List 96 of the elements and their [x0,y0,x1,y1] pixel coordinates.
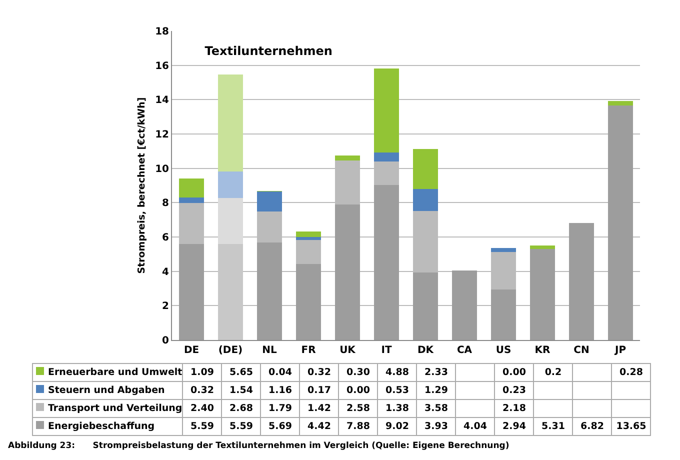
data-label: 2.58 [338,400,378,418]
bar [218,74,244,172]
bar [490,290,516,340]
legend-label: Erneuerbare und Umwelt [48,367,182,378]
bar [608,106,634,340]
bar [296,231,322,237]
y-tick-label: 2 [162,301,170,312]
y-axis-title: Strompreis, berechnet [€ct/kWh] [136,97,148,274]
bar [178,197,204,203]
data-label: 0.04 [260,364,300,382]
bar [568,222,594,340]
data-label: 0.32 [300,364,339,382]
text: Abbildung 23: Strompreisbelastung der Textilunternehmen im Vergleich (Quelle: Eigene Berechnung) [8,441,510,451]
bar [608,100,634,106]
bar [374,152,400,162]
data-label: 0.32 [182,382,222,400]
data-label: 1.42 [300,400,339,418]
x-tick-label: NL [262,345,278,356]
bar [490,248,516,252]
data-label: 4.42 [300,418,339,436]
data-label: 3.93 [416,418,456,436]
data-label: 3.58 [416,400,456,418]
x-tick-label: DE [184,345,200,356]
bar [296,240,322,264]
bar [334,155,360,160]
data-label: 5.69 [260,418,300,436]
data-label: 4.88 [378,364,417,382]
data-label: 1.16 [260,382,300,400]
legend-label: Energiebeschaffung [48,421,155,432]
data-label: 5.59 [222,418,261,436]
bar [530,248,556,340]
y-tick-label: 8 [162,198,170,210]
y-tick-label: 18 [155,26,170,38]
bar [256,242,282,340]
data-label: 1.79 [260,400,300,418]
x-tick-label: IT [381,345,392,356]
x-tick-label: KR [534,345,551,356]
bar [178,244,204,340]
y-tick-label: 14 [155,95,170,106]
data-label: 5.59 [182,418,222,436]
bar [296,264,322,340]
x-tick-label: UK [340,345,357,356]
data-label: 13.65 [612,418,651,436]
bar [334,204,360,340]
x-tick-label: CA [456,345,472,356]
x-tick-label: JP [614,345,626,356]
data-label: 2.33 [416,364,456,382]
data-label: 2.40 [182,400,222,418]
bar [530,245,556,249]
y-tick-label: 12 [155,130,170,140]
bar [256,192,282,212]
data-label: 2.94 [494,418,534,436]
legend-label: Transport und Verteilung [48,403,182,414]
data-label: 0.17 [300,382,339,400]
x-tick-label: DK [417,345,435,356]
data-label: 0.23 [494,382,534,400]
bar [374,68,400,152]
y-tick-label: 10 [155,164,170,175]
data-label: 6.82 [572,418,612,436]
bar [218,172,244,198]
data-label: 2.18 [494,400,534,418]
legend-label: Steuern und Abgaben [48,385,165,396]
data-label: 0.30 [338,364,378,382]
x-tick-label: CN [574,345,590,356]
data-label: 2.68 [222,400,261,418]
bar [374,185,400,340]
x-tick-label: (DE) [218,345,243,356]
data-label: 7.88 [338,418,378,436]
x-tick-label: US [496,345,512,356]
y-tick-label: 6 [162,232,170,244]
bar [412,148,438,189]
data-label: 9.02 [378,418,417,436]
text: Textilunternehmen [204,44,332,58]
bar [296,236,322,240]
data-label: 4.04 [456,418,495,436]
data-label: 1.09 [182,364,222,382]
bar [178,178,204,198]
data-label: 0.53 [378,382,417,400]
data-label: 1.38 [378,400,417,418]
data-label: 1.54 [222,382,261,400]
bar [218,244,244,340]
y-tick-label: 4 [162,266,170,278]
y-tick-label: 0 [162,336,170,346]
data-label: 0.00 [494,364,534,382]
data-label: 0.00 [338,382,378,400]
bar [218,198,244,244]
bar [452,270,478,340]
data-label: 1.29 [416,382,456,400]
bar [412,188,438,212]
data-label: 0.2 [534,364,573,382]
data-label: 5.65 [222,364,261,382]
data-label: 5.31 [534,418,573,436]
x-tick-label: FR [301,345,316,356]
bar [412,272,438,340]
y-tick-label: 16 [155,60,170,72]
data-label: 0.28 [612,364,651,382]
